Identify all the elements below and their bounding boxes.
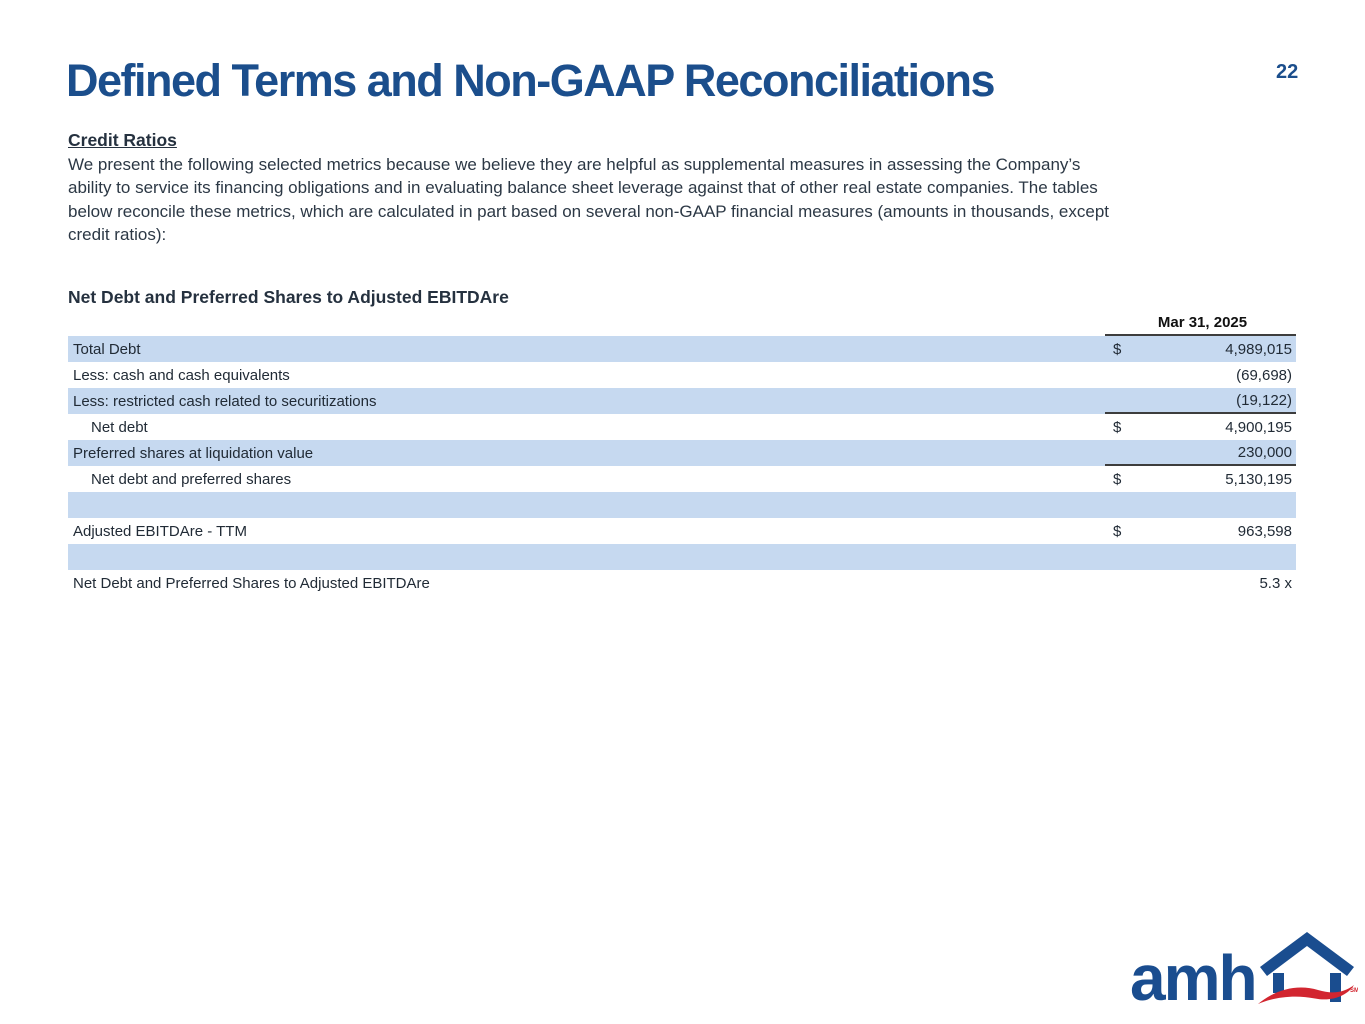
row-label: Net debt and preferred shares bbox=[91, 470, 292, 488]
intro-paragraph: We present the following selected metric… bbox=[68, 153, 1298, 246]
table-row: Net debt and preferred shares $5,130,195 bbox=[68, 466, 1296, 492]
row-value: (19,122) bbox=[1236, 391, 1292, 409]
table-row: Total Debt $4,989,015 bbox=[68, 336, 1296, 362]
amh-logo-text: amh bbox=[1130, 941, 1258, 1014]
row-label: Net debt bbox=[91, 418, 148, 436]
service-mark: SM bbox=[1350, 988, 1358, 994]
row-value: 5.3 x bbox=[1259, 574, 1292, 592]
column-header-date: Mar 31, 2025 bbox=[1157, 314, 1248, 331]
table-row: Net Debt and Preferred Shares to Adjuste… bbox=[68, 570, 1296, 596]
house-right-wall bbox=[1329, 973, 1341, 1002]
intro-line: credit ratios): bbox=[68, 224, 167, 244]
dollar-sign: $ bbox=[1113, 418, 1122, 436]
house-roof bbox=[1259, 932, 1354, 976]
row-amount-cell: (69,698) bbox=[1105, 362, 1296, 388]
row-value: (69,698) bbox=[1236, 366, 1292, 384]
row-label: Adjusted EBITDAre - TTM bbox=[73, 522, 247, 540]
table-body: Total Debt $4,989,015 Less: cash and cash … bbox=[68, 336, 1296, 596]
dollar-sign: $ bbox=[1113, 522, 1122, 540]
table-row: Less: cash and cash equivalents (69,698) bbox=[68, 362, 1296, 388]
row-amount-cell bbox=[1105, 492, 1296, 518]
table-row: Net debt $4,900,195 bbox=[68, 414, 1296, 440]
row-value: 5,130,195 bbox=[1225, 470, 1292, 488]
credit-ratios-heading: Credit Ratios bbox=[68, 130, 177, 150]
row-amount-cell: $963,598 bbox=[1105, 518, 1296, 544]
table-header-row: Mar 31, 2025 bbox=[68, 311, 1296, 336]
dollar-sign: $ bbox=[1113, 340, 1122, 358]
logo-swoosh bbox=[1257, 985, 1354, 1004]
row-amount-cell: $5,130,195 bbox=[1105, 466, 1296, 492]
page-title: Defined Terms and Non-GAAP Reconciliatio… bbox=[66, 55, 996, 106]
table-row: Preferred shares at liquidation value 230… bbox=[68, 440, 1296, 466]
row-amount-cell: 230,000 bbox=[1105, 440, 1296, 466]
row-label: Net Debt and Preferred Shares to Adjuste… bbox=[73, 574, 430, 592]
row-label: Less: restricted cash related to securit… bbox=[73, 392, 377, 410]
intro-line: We present the following selected metric… bbox=[68, 155, 1081, 174]
row-value: 4,900,195 bbox=[1225, 418, 1292, 436]
row-amount-cell: 5.3 x bbox=[1105, 570, 1296, 596]
row-value: 230,000 bbox=[1237, 443, 1292, 461]
table-row: Less: restricted cash related to securit… bbox=[68, 388, 1296, 414]
row-label: Preferred shares at liquidation value bbox=[73, 444, 314, 462]
financial-table: Mar 31, 2025 Total Debt $4,989,015 Less: c… bbox=[68, 311, 1296, 596]
table-row bbox=[68, 544, 1296, 570]
house-left-wall bbox=[1272, 973, 1284, 993]
row-value: 4,989,015 bbox=[1225, 340, 1292, 358]
row-amount-cell: $4,900,195 bbox=[1105, 414, 1296, 440]
amh-logo: amh SM bbox=[1130, 930, 1358, 1014]
row-amount-cell: (19,122) bbox=[1105, 388, 1296, 414]
row-amount-cell: $4,989,015 bbox=[1105, 336, 1296, 362]
intro-line: below reconcile these metrics, which are… bbox=[68, 201, 1110, 221]
table-title: Net Debt and Preferred Shares to Adjuste… bbox=[68, 287, 509, 307]
intro-line: ability to service its financing obligat… bbox=[68, 178, 1098, 198]
page-number: 22 bbox=[1276, 61, 1299, 83]
row-label: Less: cash and cash equivalents bbox=[73, 366, 290, 384]
row-value: 963,598 bbox=[1237, 522, 1292, 540]
row-label: Total Debt bbox=[73, 340, 141, 358]
table-row: Adjusted EBITDAre - TTM $963,598 bbox=[68, 518, 1296, 544]
row-amount-cell bbox=[1105, 544, 1296, 570]
table-row bbox=[68, 492, 1296, 518]
dollar-sign: $ bbox=[1113, 470, 1122, 488]
header-amount-cell: Mar 31, 2025 bbox=[1105, 311, 1296, 336]
house-icon: SM bbox=[1257, 932, 1358, 1004]
